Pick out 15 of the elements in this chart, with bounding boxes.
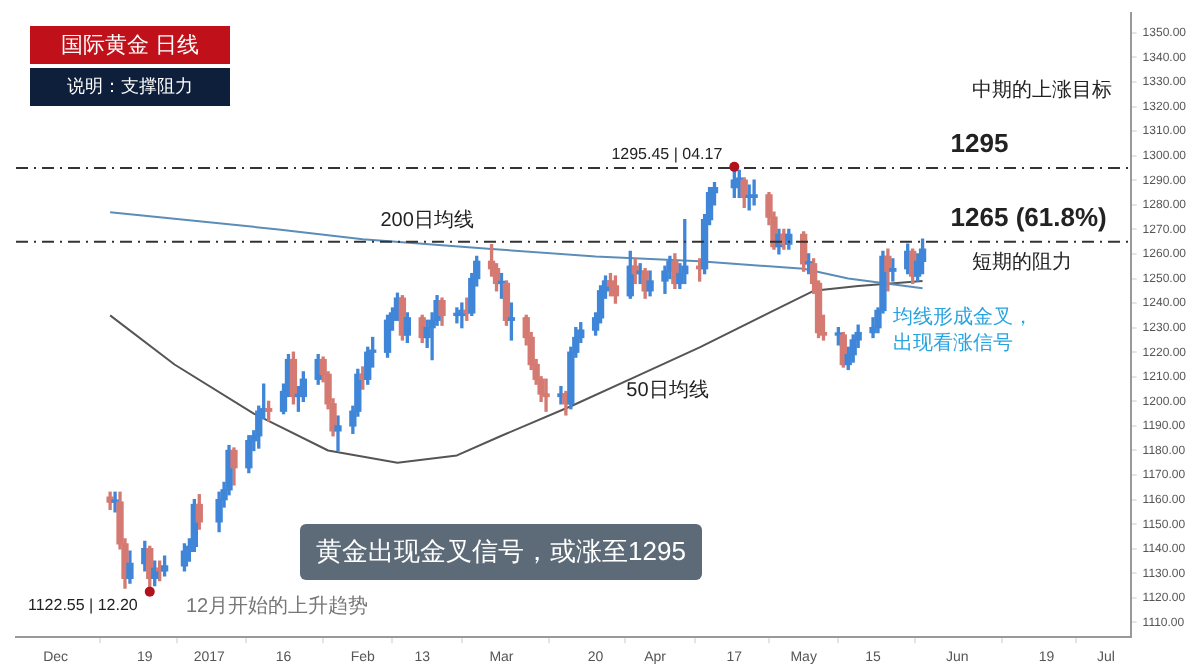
candlestick bbox=[334, 415, 342, 452]
annotation: 1122.55 | 12.20 bbox=[28, 596, 139, 615]
candlestick bbox=[750, 179, 758, 206]
annotation: 中期的上涨目标 bbox=[972, 77, 1112, 104]
annotation: 1295.45 | 04.17 bbox=[611, 145, 724, 164]
candlestick bbox=[542, 378, 550, 412]
series-label: 200日均线 bbox=[380, 207, 474, 232]
ref-line-label: 1265 (61.8%) bbox=[950, 201, 1107, 232]
title-banner: 国际黄金 日线 说明：支撑阻力 bbox=[30, 26, 230, 106]
annotation: 12月开始的上升趋势 bbox=[186, 593, 369, 620]
annotation: 黄金出现金叉信号，或涨至1295 bbox=[300, 524, 702, 580]
ref-line-label: 1295 bbox=[950, 127, 1009, 158]
series-label: 50日均线 bbox=[626, 377, 709, 402]
annotation: 均线形成金叉，出现看涨信号 bbox=[890, 305, 1033, 356]
annotation: 短期的阻力 bbox=[972, 249, 1072, 276]
